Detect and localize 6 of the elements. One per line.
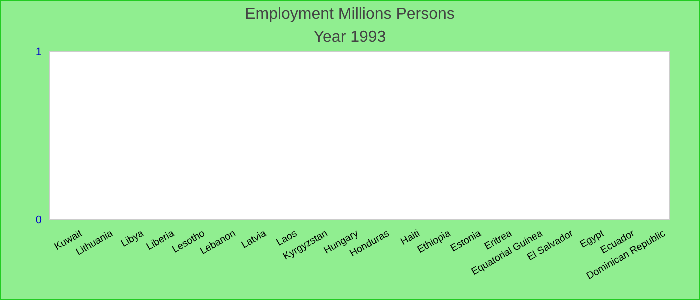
x-tick-label: Latvia: [240, 228, 269, 252]
chart-subtitle: Year 1993: [314, 29, 386, 46]
y-tick-label: 1: [36, 46, 42, 59]
chart-title: Employment Millions Persons: [245, 6, 455, 23]
x-tick-label: Libya: [120, 228, 146, 250]
y-tick-label: 0: [36, 214, 42, 227]
